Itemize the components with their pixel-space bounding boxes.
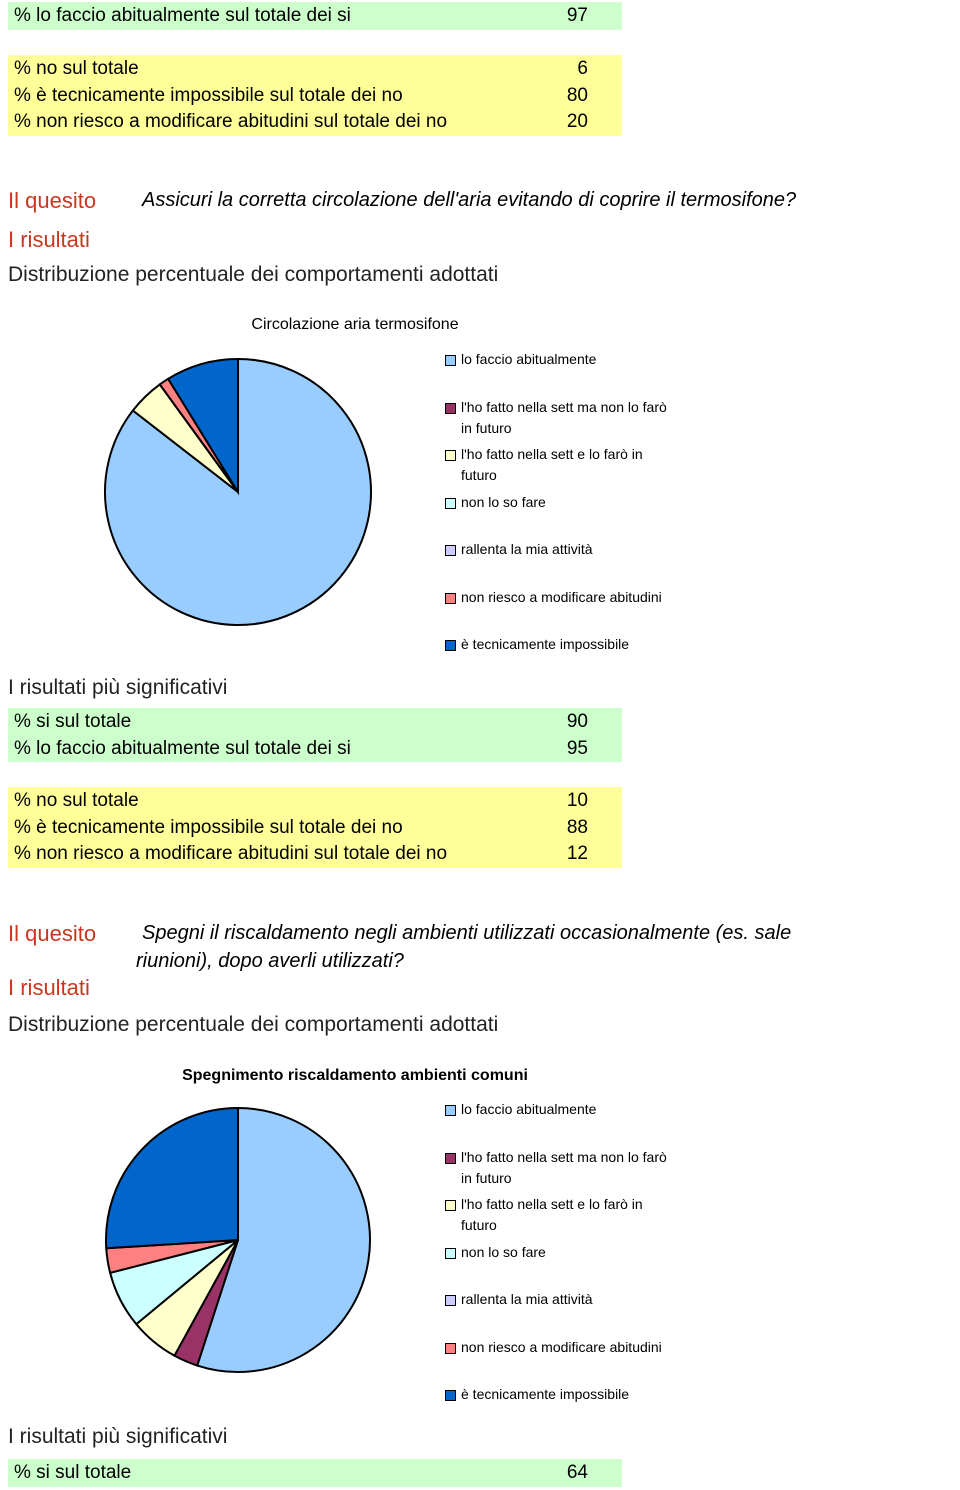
legend-label: non riesco a modificare abitudini <box>461 588 662 605</box>
quesito-label: Il quesito <box>8 188 97 213</box>
question: riunioni), dopo averli utilizzati? <box>136 950 404 972</box>
row-label: % non riesco a modificare abitudini sul … <box>14 843 448 864</box>
distribution-title: Distribuzione percentuale dei comportame… <box>8 1013 499 1036</box>
row-label: % è tecnicamente impossibile sul totale … <box>14 84 403 106</box>
legend-label: rallenta la mia attività <box>461 541 593 557</box>
legend-label: lo faccio abitualmente <box>461 351 597 367</box>
row-value: 12 <box>566 843 588 864</box>
row-label: % si sul totale <box>14 711 132 732</box>
legend-label: non lo so fare <box>461 1243 546 1260</box>
distribution-title: Distribuzione percentuale dei comportame… <box>8 263 499 286</box>
pie-slice <box>166 357 239 496</box>
legend-label: l'ho fatto nella sett ma non lo farò in … <box>461 398 667 436</box>
row-value: 20 <box>566 111 588 132</box>
legend-label: l'ho fatto nella sett e lo farò in futur… <box>461 1196 643 1233</box>
legend-swatch <box>445 1152 456 1164</box>
legend-swatch <box>445 355 456 366</box>
legend-label: non riesco a modificare abitudini <box>461 1338 662 1355</box>
row-label: % lo faccio abitualmente sul totale dei … <box>14 5 351 26</box>
row-label: % no sul totale <box>14 790 139 811</box>
chart-title: Spegnimento riscaldamento ambienti comun… <box>182 1067 528 1084</box>
legend-swatch <box>445 497 456 509</box>
legend-label: l'ho fatto nella sett e lo farò in futur… <box>461 446 643 483</box>
legend-label: non lo so fare <box>461 493 546 510</box>
row-label: % non riesco a modificare abitudini sul … <box>14 111 448 132</box>
table-block: % lo faccio abitualmente sul totale dei … <box>8 2 622 30</box>
pie-slice <box>195 1106 371 1373</box>
row-value: 6 <box>577 58 588 79</box>
legend-label: è tecnicamente impossibile <box>461 1386 630 1402</box>
legend-swatch <box>445 1295 456 1306</box>
legend-swatch <box>445 402 456 414</box>
significant-title: I risultati più significativi <box>8 676 228 699</box>
chart-title: Circolazione aria termosifone <box>251 316 459 333</box>
quesito-label: Il quesito <box>8 921 97 946</box>
legend-label: è tecnicamente impossibile <box>461 636 630 652</box>
risultati-label: I risultati <box>8 227 90 252</box>
row-label: % lo faccio abitualmente sul totale dei … <box>14 737 351 759</box>
pie-slice <box>105 1106 239 1250</box>
row-value: 64 <box>566 1462 588 1483</box>
legend-swatch <box>445 1200 456 1211</box>
row-value: 10 <box>566 790 588 811</box>
table-block: % no sul totale 6 % è tecnicamente impossi… <box>8 55 622 136</box>
legend-label: rallenta la mia attività <box>461 1291 593 1307</box>
row-value: 90 <box>566 711 588 732</box>
legend-swatch <box>445 592 456 604</box>
table-block: % si sul totale 64 <box>8 1459 622 1487</box>
legend-swatch <box>445 1342 456 1354</box>
row-label: % no sul totale <box>14 58 139 79</box>
table-block: % si sul totale 90 % lo faccio abitualment… <box>8 708 622 762</box>
row-label: % è tecnicamente impossibile sul totale … <box>14 816 403 838</box>
legend-swatch <box>445 1105 456 1116</box>
row-label: % si sul totale <box>14 1462 132 1483</box>
row-value: 95 <box>566 737 588 759</box>
table-block: % no sul totale 10 % è tecnicamente imposs… <box>8 787 622 868</box>
risultati-label: I risultati <box>8 975 90 1000</box>
question: Assicuri la corretta circolazione dell'a… <box>142 189 797 211</box>
row-value: 97 <box>566 5 588 26</box>
legend-swatch <box>445 640 456 651</box>
legend-label: l'ho fatto nella sett ma non lo farò in … <box>461 1148 667 1186</box>
row-value: 80 <box>566 84 588 106</box>
question: Spegni il riscaldamento negli ambienti u… <box>142 922 792 944</box>
significant-title: I risultati più significativi <box>8 1425 228 1448</box>
legend-swatch <box>445 1390 456 1401</box>
row-value: 88 <box>566 816 588 838</box>
legend-label: lo faccio abitualmente <box>461 1101 597 1117</box>
legend-swatch <box>445 1247 456 1259</box>
legend-swatch <box>445 545 456 556</box>
legend-swatch <box>445 450 456 461</box>
